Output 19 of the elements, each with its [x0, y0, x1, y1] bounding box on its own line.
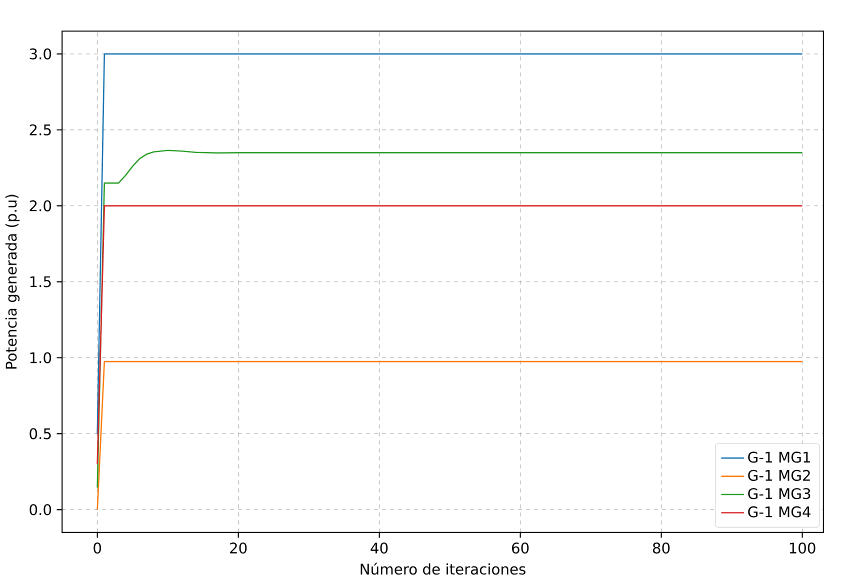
x-tick-label: 20 [230, 542, 247, 554]
y-tick-label: 1.0 [30, 352, 52, 364]
y-tick-label: 3.0 [30, 48, 52, 60]
y-tick-label: 1.5 [30, 276, 51, 288]
x-tick-label: 100 [790, 542, 816, 554]
y-axis-title: Potencia generada (p.u) [5, 194, 20, 369]
y-tick-label: 2.5 [30, 124, 51, 136]
x-tick-label: 80 [652, 542, 670, 554]
x-tick-label: 0 [94, 542, 102, 554]
x-tick-label: 40 [370, 542, 388, 554]
y-tick-label: 2.0 [30, 200, 52, 212]
legend-label: G-1 MG2 [748, 470, 810, 481]
x-tick-label: 60 [512, 542, 529, 554]
legend-label: G-1 MG3 [748, 488, 810, 500]
x-axis-title: Número de iteraciones [360, 562, 526, 575]
legend-label: G-1 MG4 [748, 506, 811, 518]
y-tick-label: 0.5 [30, 428, 51, 440]
legend-label: G-1 MG1 [748, 452, 810, 463]
y-tick-label: 0.0 [30, 504, 52, 516]
